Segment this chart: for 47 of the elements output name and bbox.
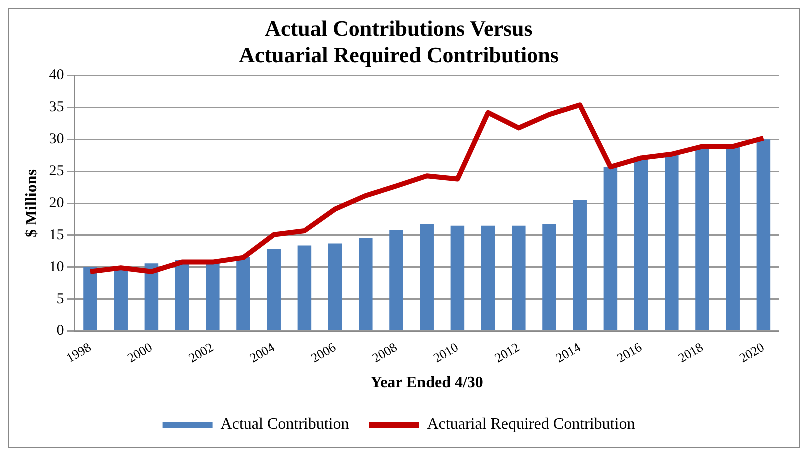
x-tick-label: 2000 (124, 340, 155, 366)
y-tick-label: 15 (49, 227, 64, 244)
y-tick-label: 30 (49, 132, 64, 148)
chart-title: Actual Contributions Versus Actuarial Required Contributions (239, 16, 560, 68)
y-tick-label: 10 (49, 259, 64, 276)
bar (420, 224, 434, 331)
x-tick-label: 2018 (676, 340, 706, 366)
bar (634, 158, 648, 331)
x-tick-label: 2008 (370, 340, 400, 366)
x-tick-label: 2014 (553, 339, 584, 366)
x-axis-title: Year Ended 4/30 (370, 374, 484, 392)
bar (481, 226, 496, 331)
bar (298, 246, 312, 331)
bar (328, 244, 342, 331)
x-tick-label: 1998 (64, 340, 94, 366)
y-axis-title: $ Millions (24, 170, 41, 238)
x-tick-label: 2004 (247, 339, 278, 366)
x-tick-label: 2016 (614, 339, 645, 366)
bar (665, 154, 679, 331)
x-tick-label: 2002 (186, 340, 216, 366)
y-tick-label: 0 (56, 323, 64, 340)
y-tick-label: 5 (56, 291, 64, 308)
y-tick-label: 25 (49, 164, 64, 180)
y-tick-label: 35 (49, 100, 64, 116)
bar (359, 238, 373, 331)
bar (236, 257, 250, 331)
bar (267, 250, 281, 331)
x-tick-label: 2010 (430, 340, 461, 366)
bar (512, 226, 526, 331)
legend-label: Actual Contribution (220, 416, 350, 434)
x-tick-label: 2006 (308, 339, 339, 366)
y-tick-label: 20 (49, 195, 64, 212)
bar (756, 140, 771, 331)
bar (114, 266, 128, 331)
bar (450, 226, 465, 331)
bar (390, 230, 404, 331)
x-tick-label: 2020 (736, 340, 767, 366)
bar (175, 260, 190, 331)
y-tick-label: 40 (49, 68, 64, 84)
bar (604, 167, 618, 331)
bar (84, 267, 98, 331)
bar (144, 264, 159, 331)
x-tick-label: 2012 (492, 340, 522, 366)
legend-label: Actuarial Required Contribution (427, 416, 636, 434)
bar (542, 224, 556, 331)
bar (726, 146, 740, 331)
bar (573, 200, 587, 331)
